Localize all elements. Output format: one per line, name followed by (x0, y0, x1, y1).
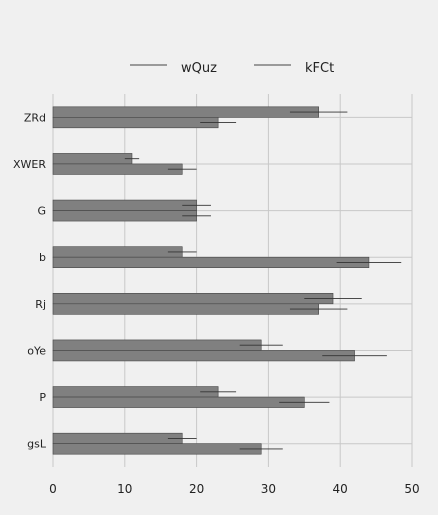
y-tick-label: XWER (13, 158, 46, 171)
bar-wQuz (52, 386, 219, 398)
bar-wQuz (52, 246, 183, 258)
x-tick-labels: 0 10 20 30 40 50 (49, 482, 419, 496)
x-tick-label: 10 (117, 482, 132, 496)
bar-kFCt (52, 350, 355, 362)
y-tick-label: oYe (27, 344, 46, 357)
error-bars (124, 111, 402, 450)
bar-kFCt (52, 117, 219, 129)
x-tick-label: 40 (333, 482, 348, 496)
bar-kFCt (52, 303, 319, 315)
grid (52, 94, 413, 467)
legend-label-wQuz: wQuz (181, 61, 217, 76)
x-tick-label: 20 (189, 482, 204, 496)
y-tick-label: gsL (27, 438, 47, 451)
bar-kFCt (52, 396, 305, 408)
x-tick-label: 50 (404, 482, 419, 496)
bar-kFCt (52, 163, 183, 175)
y-tick-label: ZRd (24, 111, 46, 124)
bars (52, 106, 370, 455)
bar-wQuz (52, 293, 334, 305)
y-tick-label: Rj (35, 298, 46, 311)
bar-kFCt (52, 443, 262, 455)
bar-kFCt (52, 256, 370, 268)
bar-wQuz (52, 199, 197, 211)
bar-wQuz (52, 432, 183, 444)
x-tick-label: 30 (261, 482, 276, 496)
y-tick-label: P (39, 391, 46, 404)
y-tick-label: G (37, 205, 46, 218)
bar-wQuz (52, 339, 262, 351)
legend-label-kFCt: kFCt (305, 61, 334, 76)
y-tick-label: b (39, 251, 46, 264)
bar-wQuz (52, 106, 319, 118)
legend: wQuz kFCt (130, 61, 334, 76)
bar-kFCt (52, 210, 197, 222)
bar-wQuz (52, 153, 133, 165)
x-tick-label: 0 (49, 482, 57, 496)
